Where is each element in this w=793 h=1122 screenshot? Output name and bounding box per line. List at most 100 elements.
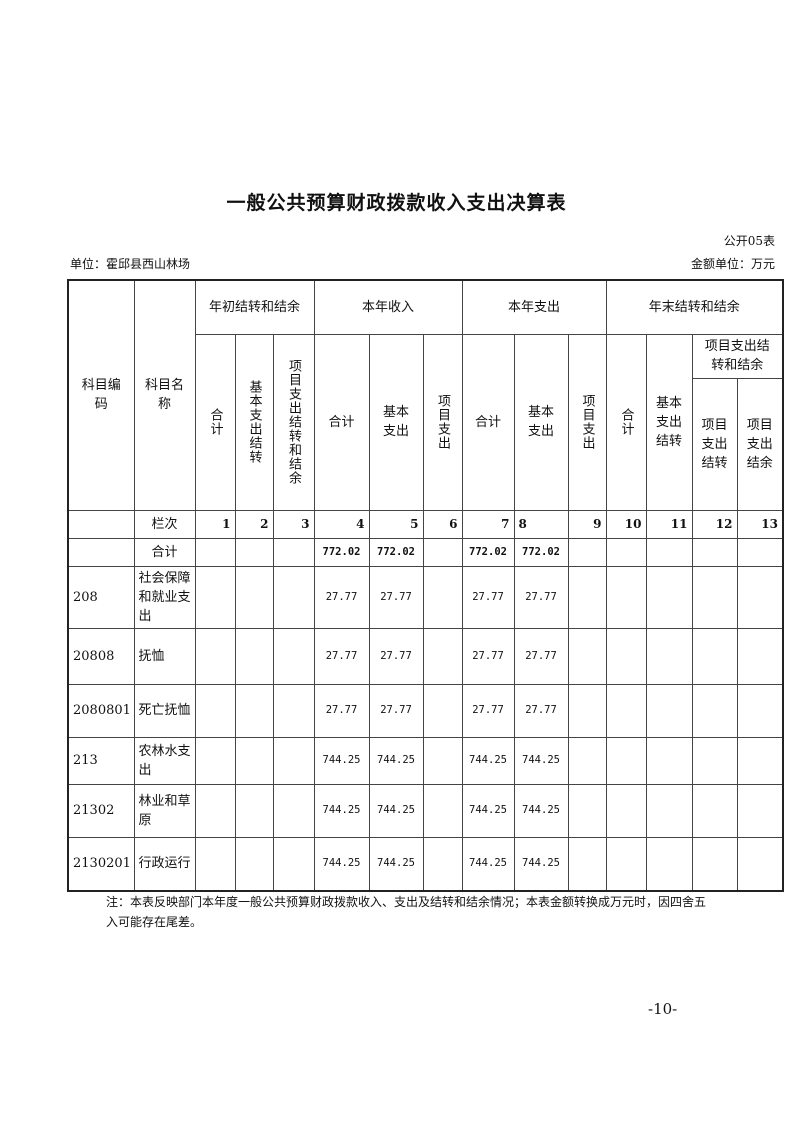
table-row: 2130201 行政运行 744.25 744.25 744.25 744.25	[67, 836, 784, 892]
header-g4-project-balance: 项目支出结余	[736, 377, 784, 511]
budget-table: 科目编码 科目名称 年初结转和结余 本年收入 本年支出 年末结转和结余 合计 基…	[67, 279, 784, 892]
header-g4-basic: 基本支出结转	[645, 333, 693, 511]
row-value	[194, 783, 236, 838]
row-value	[422, 627, 463, 685]
index-cell: 11	[645, 509, 693, 539]
form-number: 公开05表	[723, 234, 775, 248]
row-value	[605, 627, 647, 685]
row-value: 27.77	[368, 565, 424, 629]
row-value	[422, 783, 463, 838]
row-value	[234, 783, 274, 838]
index-row: 栏次 1 2 3 4 5 6 7 8 9 10 11 12 13	[67, 509, 784, 539]
row-value	[422, 736, 463, 785]
total-cell	[645, 537, 693, 567]
row-value	[194, 836, 236, 892]
header-g1-project: 项目支出结转和结余	[286, 359, 301, 485]
row-value: 27.77	[313, 683, 370, 738]
page-number: -10-	[648, 1000, 678, 1018]
row-value	[234, 565, 274, 629]
index-cell: 13	[736, 509, 784, 539]
index-cell: 8	[513, 509, 569, 539]
row-value	[234, 683, 274, 738]
row-value: 744.25	[461, 783, 515, 838]
row-value	[422, 836, 463, 892]
row-value: 27.77	[313, 565, 370, 629]
row-value: 744.25	[513, 783, 569, 838]
index-cell: 9	[567, 509, 607, 539]
row-value	[272, 565, 315, 629]
header-name: 科目名称	[133, 279, 196, 511]
row-value	[272, 627, 315, 685]
row-code: 21302	[67, 783, 135, 838]
row-value	[645, 783, 693, 838]
table-row: 20808 抚恤 27.77 27.77 27.77 27.77	[67, 627, 784, 685]
row-value	[645, 627, 693, 685]
row-code: 213	[67, 736, 135, 785]
row-value: 744.25	[513, 836, 569, 892]
header-row-3: 项目支出结转 项目支出结余	[68, 377, 784, 511]
index-cell: 2	[234, 509, 274, 539]
table-row: 21302 林业和草原 744.25 744.25 744.25 744.25	[67, 783, 784, 838]
row-value	[272, 783, 315, 838]
row-name: 林业和草原	[133, 783, 196, 838]
row-value	[645, 683, 693, 738]
header-g4-project-carry: 项目支出结转	[691, 377, 738, 511]
row-value: 27.77	[513, 565, 569, 629]
table-note: 注：本表反映部门本年度一般公共预算财政拨款收入、支出及结转和结余情况；本表金额转…	[106, 895, 707, 929]
index-cell: 12	[691, 509, 738, 539]
row-value	[691, 836, 738, 892]
header-g1-total: 合计	[207, 408, 223, 436]
row-code: 20808	[67, 627, 135, 685]
row-value	[422, 683, 463, 738]
row-value	[645, 565, 693, 629]
index-label: 栏次	[133, 509, 196, 539]
row-value: 27.77	[461, 627, 515, 685]
row-value: 744.25	[461, 736, 515, 785]
row-value	[645, 836, 693, 892]
row-value: 744.25	[313, 736, 370, 785]
row-value	[605, 736, 647, 785]
row-name: 农林水支出	[133, 736, 196, 785]
row-value: 27.77	[461, 565, 515, 629]
total-cell	[422, 537, 463, 567]
header-g3-basic: 基本支出	[513, 333, 569, 511]
row-value	[736, 783, 784, 838]
row-code: 2080801	[67, 683, 135, 738]
header-g1-basic: 基本支出结转	[246, 380, 262, 464]
row-code: 2130201	[67, 836, 135, 892]
row-value	[194, 683, 236, 738]
unit-label: 单位：霍邱县西山林场	[70, 257, 191, 271]
row-value	[422, 565, 463, 629]
row-value	[736, 683, 784, 738]
row-value	[691, 565, 738, 629]
row-value	[645, 736, 693, 785]
index-cell: 5	[368, 509, 424, 539]
row-value: 744.25	[368, 736, 424, 785]
row-name: 抚恤	[133, 627, 196, 685]
table-row: 208 社会保障和就业支出 27.77 27.77 27.77 27.77	[67, 565, 784, 629]
row-name: 死亡抚恤	[133, 683, 196, 738]
row-value	[194, 736, 236, 785]
index-cell: 4	[313, 509, 370, 539]
row-value	[567, 627, 607, 685]
header-row-2: 合计 基本支出结转 项目支出结转和结余 合计 基本支出 项目支出 合计 基本支出…	[68, 333, 784, 511]
header-g3-project: 项目支出	[579, 394, 595, 450]
total-cell: 772.02	[513, 537, 569, 567]
total-cell: 772.02	[313, 537, 370, 567]
row-value	[194, 627, 236, 685]
row-value	[605, 783, 647, 838]
row-value: 744.25	[461, 836, 515, 892]
header-g2-total: 合计	[313, 333, 370, 511]
index-cell: 3	[272, 509, 315, 539]
index-cell: 6	[422, 509, 463, 539]
header-g4-total: 合计	[618, 408, 634, 436]
header-expenditure: 本年支出	[461, 279, 607, 335]
total-cell	[691, 537, 738, 567]
row-value: 27.77	[368, 627, 424, 685]
row-value: 744.25	[313, 836, 370, 892]
row-name: 行政运行	[133, 836, 196, 892]
row-value	[605, 683, 647, 738]
total-cell	[736, 537, 784, 567]
table-row: 2080801 死亡抚恤 27.77 27.77 27.77 27.77	[67, 683, 784, 738]
header-code: 科目编码	[67, 279, 135, 511]
